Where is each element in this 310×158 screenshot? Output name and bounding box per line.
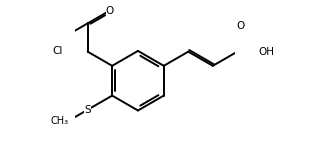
Text: O: O — [106, 6, 114, 16]
Text: O: O — [237, 21, 245, 31]
Text: OH: OH — [259, 47, 275, 57]
Text: Cl: Cl — [53, 46, 63, 56]
Text: CH₃: CH₃ — [50, 116, 69, 126]
Text: S: S — [84, 105, 91, 115]
